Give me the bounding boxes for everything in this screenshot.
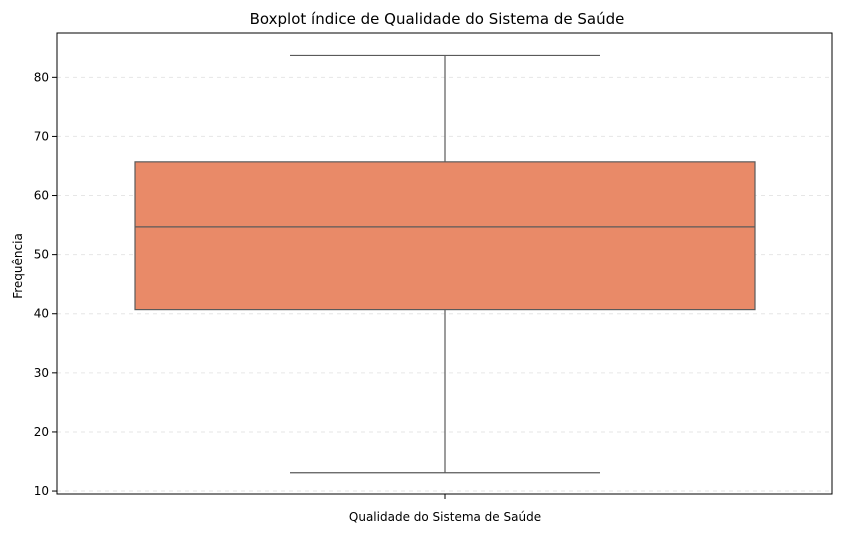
y-tick-label: 60 (34, 189, 49, 203)
y-tick-label: 20 (34, 425, 49, 439)
y-tick-label: 50 (34, 248, 49, 262)
y-tick-label: 10 (34, 484, 49, 498)
iqr-box (134, 161, 756, 311)
chart-title: Boxplot índice de Qualidade do Sistema d… (250, 10, 625, 28)
y-tick-label: 40 (34, 307, 49, 321)
y-tick-label: 80 (34, 70, 49, 84)
y-tick-label: 30 (34, 366, 49, 380)
y-axis-label: Frequência (11, 233, 25, 299)
y-tick-label: 70 (34, 129, 49, 143)
x-axis-label: Qualidade do Sistema de Saúde (349, 510, 541, 524)
box-group (134, 54, 756, 474)
y-axis: 10 20 30 40 50 60 70 80 (34, 70, 57, 498)
